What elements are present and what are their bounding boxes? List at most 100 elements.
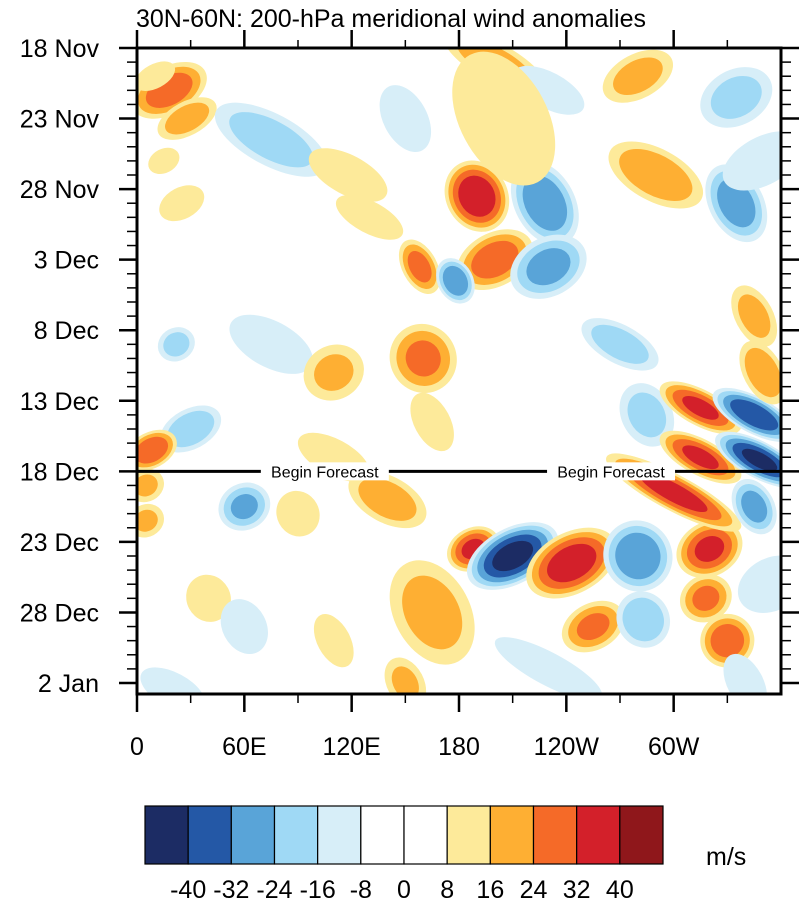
anomaly-feature [137, 503, 165, 538]
contour-band [692, 585, 720, 611]
contour-band [229, 112, 314, 168]
contour-band [622, 597, 665, 642]
x-tick-label: 180 [438, 733, 480, 761]
colorbar-tick-label: -40 [170, 876, 206, 904]
contour-band [442, 265, 469, 296]
colorbar-tick-label: -32 [213, 876, 249, 904]
contour-band [694, 535, 725, 562]
contour-band [737, 555, 781, 613]
anomaly-feature [512, 65, 585, 115]
contour-band [163, 332, 190, 357]
contour-band [140, 667, 206, 694]
contour-band [137, 509, 158, 532]
anomaly-feature [137, 468, 165, 503]
anomaly-feature [276, 490, 320, 537]
anomaly-feature [218, 482, 271, 531]
contour-band [682, 395, 719, 420]
anomaly-feature [608, 141, 704, 209]
contour-band [137, 436, 169, 464]
y-tick-label: 2 Jan [38, 670, 99, 698]
colorbar-tick-label: 32 [563, 876, 591, 904]
contour-band [276, 490, 320, 537]
colorbar-swatch [273, 805, 319, 865]
colorbar-swatch [532, 805, 578, 865]
anomaly-feature [348, 470, 427, 529]
x-tick-label: 60E [222, 733, 266, 761]
contour-band [405, 340, 441, 377]
contour-field [137, 49, 781, 694]
anomaly-feature [619, 383, 675, 447]
begin-forecast-line: Begin Forecast Begin Forecast [137, 462, 781, 481]
contour-band [313, 614, 354, 668]
anomaly-feature [137, 61, 176, 92]
colorbar: -40 -32 -24 -16 -8 0 8 16 24 32 40 [144, 805, 664, 904]
contour-band [391, 666, 419, 694]
contour-band [744, 347, 781, 398]
anomaly-feature [616, 591, 671, 648]
colorbar-tick-label: 8 [440, 876, 454, 904]
x-tick-label: 120W [534, 733, 600, 761]
anomaly-feature [157, 327, 195, 362]
anomaly-feature [335, 194, 404, 240]
x-axis: 0 60E 120E 180 120W 60W [130, 30, 729, 761]
contour-band [710, 75, 762, 119]
anomaly-feature [159, 185, 205, 222]
anomaly-feature [510, 234, 587, 299]
y-tick-label: 28 Dec [20, 599, 99, 627]
colorbar-swatch [187, 805, 232, 865]
contour-band [512, 65, 585, 115]
anomaly-feature [581, 318, 659, 371]
anomaly-feature [561, 600, 625, 653]
x-tick-label: 60W [648, 733, 700, 761]
y-tick-label: 3 Dec [34, 247, 99, 275]
colorbar-tick-label: 24 [520, 876, 548, 904]
contour-band [229, 314, 313, 374]
contour-band [452, 51, 556, 186]
colorbar-swatch [619, 805, 664, 865]
colorbar-swatch [360, 805, 405, 865]
contour-band [547, 543, 597, 583]
anomaly-feature [452, 51, 556, 186]
anomaly-feature [220, 599, 268, 655]
forecast-label-bg [260, 462, 389, 481]
anomaly-feature [389, 323, 457, 394]
contour-band [494, 637, 603, 694]
contour-band [737, 294, 771, 338]
contour-band [639, 472, 708, 513]
contour-band [220, 599, 268, 655]
anomaly-feature [186, 574, 231, 622]
anomaly-feature [712, 387, 781, 442]
y-tick-label: 23 Dec [20, 529, 99, 557]
contour-band [402, 575, 463, 650]
chart-title: 30N-60N: 200-hPa meridional wind anomali… [136, 5, 646, 33]
contour-band [613, 57, 663, 95]
y-tick-label: 8 Dec [34, 317, 99, 345]
anomaly-feature [398, 239, 441, 294]
colorbar-swatch [446, 805, 491, 865]
y-axis: 18 Nov 23 Nov 28 Nov 3 Dec 8 Dec 13 Dec 18 Dec… [20, 35, 799, 698]
contour-band [591, 324, 649, 364]
contour-band [148, 147, 180, 175]
anomaly-feature [700, 67, 773, 128]
contour-band [741, 448, 778, 472]
contour-band [471, 240, 519, 279]
colorbar-tick-label: 40 [606, 876, 634, 904]
contour-band [410, 392, 454, 452]
colorbar-tick-label: -16 [300, 876, 336, 904]
anomaly-feature [214, 102, 328, 177]
colorbar-tick-label: 0 [397, 876, 411, 904]
forecast-label-bg [547, 462, 676, 481]
contour-band [522, 175, 568, 231]
anomaly-feature [410, 392, 454, 452]
anomaly-feature [148, 147, 180, 175]
anomaly-feature [389, 560, 475, 665]
anomaly-feature [313, 614, 354, 668]
contour-band [492, 540, 534, 572]
anomaly-feature [137, 429, 177, 471]
anomaly-feature [526, 527, 618, 599]
contour-band [167, 410, 215, 448]
anomaly-feature [676, 519, 743, 578]
colorbar-swatch [576, 805, 621, 865]
contour-band [730, 399, 779, 431]
anomaly-feature [303, 344, 364, 401]
